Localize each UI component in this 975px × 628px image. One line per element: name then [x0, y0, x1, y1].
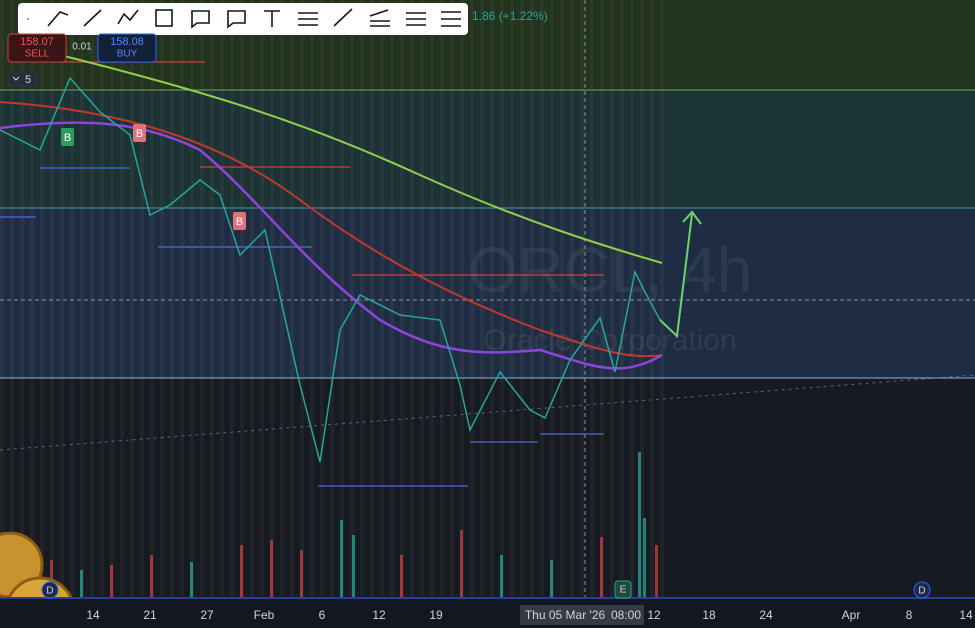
tool-rect[interactable]: [155, 9, 173, 27]
buy-label: BUY: [117, 49, 138, 60]
crosshair-date: Thu 05 Mar '26: [525, 608, 606, 622]
sell-button[interactable]: [7, 33, 67, 63]
session-stripes: [0, 0, 665, 598]
earnings-marker[interactable]: [614, 580, 632, 599]
time-tick-label: Apr: [842, 608, 861, 622]
trend-line: [0, 374, 975, 451]
signal-label: B: [64, 132, 71, 144]
buy-button[interactable]: [97, 33, 157, 63]
time-tick-label: Feb: [254, 608, 275, 622]
projection-arrow: [659, 213, 693, 339]
signal: [233, 212, 246, 230]
time-tick-label: 12: [372, 608, 386, 622]
tool-parallel[interactable]: [298, 12, 318, 26]
dividend-marker[interactable]: [913, 581, 931, 599]
tool-fib[interactable]: [369, 9, 390, 27]
time-tick-label: 27: [200, 608, 214, 622]
level-segments: [0, 61, 604, 487]
time-tick-label: 18: [702, 608, 716, 622]
tool-ray[interactable]: [333, 8, 353, 27]
time-tick-label: 12: [647, 608, 661, 622]
time-tick-label: 24: [759, 608, 773, 622]
interval-value: 5: [25, 74, 31, 86]
lot-size: 0.01: [72, 42, 92, 53]
signal: [133, 124, 146, 142]
time-tick-label: 6: [319, 608, 326, 622]
time-tick-label: 8: [906, 608, 913, 622]
tool-position[interactable]: [441, 11, 461, 27]
sell-price: 158.07: [20, 36, 54, 48]
time-tick-label: 21: [143, 608, 157, 622]
volume-bars: [50, 452, 658, 598]
tool-note[interactable]: [227, 10, 246, 29]
crosshair-label: [520, 605, 644, 625]
buy-price: 158.08: [110, 36, 144, 48]
tool-levels[interactable]: [406, 12, 426, 26]
sell-label: SELL: [25, 49, 50, 60]
drawing-toolbar: [18, 3, 468, 35]
time-axis: [0, 598, 975, 628]
arrow-head: [682, 210, 702, 225]
tool-brush[interactable]: [47, 11, 69, 27]
tool-callout[interactable]: [191, 10, 210, 29]
time-tick-label: 19: [429, 608, 443, 622]
buy-signal: [61, 128, 74, 146]
tool-line[interactable]: [83, 9, 102, 27]
event-label: E: [620, 585, 627, 596]
event-label: D: [46, 586, 53, 597]
price-path: [0, 76, 661, 463]
crosshair-time: 08:00: [611, 608, 641, 622]
ma-long: [59, 54, 663, 264]
signal-label: B: [236, 216, 243, 228]
tool-text[interactable]: [264, 10, 280, 27]
time-tick-label: 14: [959, 608, 973, 622]
badge-caret: [12, 76, 20, 81]
watermark-symbol: ORCL, 4h: [468, 234, 753, 306]
price-change: 1.86 (+1.22%): [472, 9, 548, 23]
signal-label: B: [136, 128, 143, 140]
interval-badge[interactable]: [8, 71, 38, 88]
dividend-marker[interactable]: [41, 581, 59, 599]
time-tick-label: 14: [86, 608, 100, 622]
event-label: D: [918, 586, 925, 597]
toolbar-icons: [27, 8, 461, 29]
tool-path[interactable]: [117, 9, 139, 25]
